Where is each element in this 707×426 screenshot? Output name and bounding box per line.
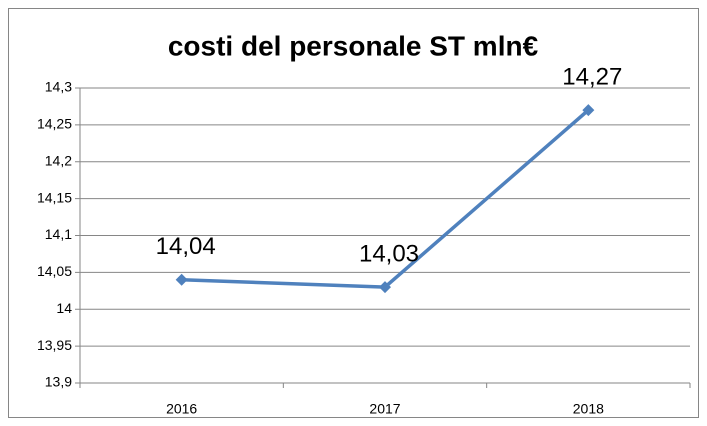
y-tick-label: 14,05: [37, 263, 72, 279]
y-tick-label: 13,9: [45, 374, 72, 390]
point: [582, 104, 595, 117]
data-label: 14,04: [156, 233, 216, 260]
point: [175, 273, 188, 286]
y-tick-label: 14,25: [37, 116, 72, 132]
y-tick-label: 14,1: [45, 226, 72, 242]
y-tick-label: 13,95: [37, 337, 72, 353]
chart-frame: [8, 8, 699, 418]
data-label: 14,03: [359, 240, 419, 267]
y-tick-label: 14: [56, 300, 72, 316]
y-tick-label: 14,2: [45, 152, 72, 168]
chart-title: costi del personale ST mln€: [168, 30, 539, 61]
y-tick-label: 14,15: [37, 189, 72, 205]
data-label: 14,27: [562, 63, 622, 90]
point: [379, 281, 391, 294]
y-tick-label: 14,3: [45, 79, 72, 95]
x-tick-label: 2016: [166, 401, 197, 417]
x-tick-label: 2017: [369, 401, 400, 417]
x-tick-label: 2018: [573, 401, 604, 417]
